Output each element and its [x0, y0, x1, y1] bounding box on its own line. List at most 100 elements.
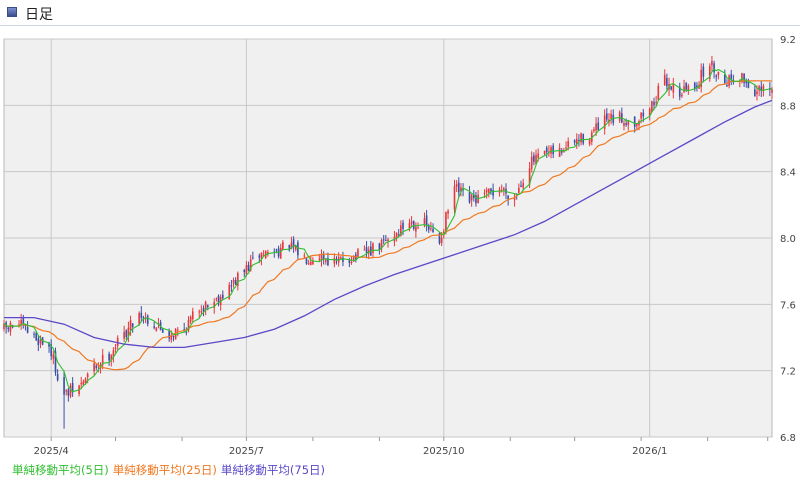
candle-body: [380, 239, 383, 249]
candle-body: [500, 189, 503, 191]
candle-body: [365, 247, 368, 253]
candle-body: [445, 212, 447, 232]
candle-body: [56, 373, 59, 381]
y-tick-label: 9.2: [780, 35, 796, 46]
candle-body: [415, 226, 417, 232]
candle-body: [292, 239, 295, 248]
candle-body: [352, 256, 355, 262]
candle-body: [170, 334, 173, 340]
candle-body: [138, 313, 140, 325]
candle-body: [294, 245, 297, 250]
candle-body: [37, 338, 40, 345]
candle-body: [234, 279, 237, 285]
candle-body: [123, 331, 125, 339]
candle-body: [618, 112, 621, 121]
candle-body: [728, 75, 730, 87]
candle-body: [387, 239, 389, 242]
candle-body: [640, 112, 642, 119]
candle-body: [33, 333, 35, 335]
candle-body: [558, 147, 561, 157]
candle-body: [9, 323, 12, 332]
candle-body: [262, 254, 265, 256]
sma75-line: [4, 99, 773, 349]
y-tick-label: 8.4: [780, 168, 796, 179]
candle-body: [700, 69, 703, 88]
candle-body: [408, 223, 411, 229]
candle-body: [155, 327, 158, 331]
candle-body: [545, 147, 548, 153]
candlestick-chart: 6.8 7.2 7.6 8.0 8.4 8.8 9.2 2025/4 2025/7 2025/10…: [3, 35, 796, 457]
candle-body: [35, 333, 38, 341]
candle-body: [153, 326, 155, 328]
candle-body: [702, 66, 705, 77]
candle-body: [339, 257, 342, 259]
sma5-line: [3, 68, 773, 393]
candle-body: [666, 78, 668, 87]
candle-body: [693, 82, 696, 89]
candle-body: [715, 75, 718, 77]
candle-body: [563, 151, 565, 153]
candle-body: [488, 188, 490, 193]
candle-body: [39, 339, 42, 344]
candle-body: [237, 273, 239, 286]
candle-body: [50, 344, 53, 357]
candle-body: [533, 155, 535, 162]
candle-body: [670, 86, 672, 90]
candle-body: [82, 381, 85, 385]
candle-body: [22, 316, 25, 324]
candle-body: [608, 119, 610, 123]
candle-body: [348, 259, 351, 264]
candle-body: [112, 350, 115, 357]
candle-body: [172, 335, 175, 338]
candle-body: [552, 145, 555, 155]
candle-body: [189, 316, 192, 322]
candle-body: [530, 156, 533, 169]
candle-body: [127, 327, 130, 337]
candle-body: [54, 351, 57, 373]
candle-body: [161, 329, 164, 333]
candle-body: [191, 311, 194, 320]
candle-body: [696, 85, 698, 88]
candle-body: [573, 140, 576, 143]
candle-body: [324, 259, 327, 262]
candle-body: [232, 279, 235, 284]
candle-body: [455, 184, 458, 187]
candle-body: [312, 260, 314, 265]
candle-body: [723, 74, 726, 83]
y-tick-label: 8.0: [780, 234, 796, 245]
candle-body: [610, 113, 612, 119]
candle-body: [322, 254, 325, 260]
candle-body: [282, 242, 284, 250]
candle-body: [217, 295, 220, 304]
candle-body: [460, 187, 462, 192]
x-tick-label: 2025/7: [229, 446, 264, 457]
candle-body: [305, 258, 308, 264]
candle-body: [623, 122, 625, 126]
candle-body: [273, 251, 276, 253]
candle-body: [101, 354, 104, 365]
candle-body: [69, 385, 72, 397]
candle-body: [3, 323, 5, 330]
candle-body: [333, 258, 336, 264]
candle-body: [382, 239, 385, 241]
candle-body: [320, 255, 323, 261]
candle-body: [588, 139, 591, 145]
candle-body: [80, 382, 83, 385]
candle-body: [67, 389, 70, 396]
candle-body: [537, 153, 539, 158]
candle-body: [492, 189, 494, 196]
candle-body: [245, 265, 248, 275]
candle-body: [687, 85, 690, 91]
candle-body: [447, 210, 449, 214]
candle-body: [131, 323, 134, 327]
candle-body: [108, 353, 110, 361]
candle-body: [485, 189, 488, 193]
candle-body: [290, 242, 293, 249]
candle-body: [395, 232, 398, 238]
candle-body: [711, 61, 713, 66]
candle-body: [204, 301, 207, 310]
candle-body: [279, 247, 282, 259]
candle-body: [275, 249, 278, 251]
candle-body: [625, 123, 627, 125]
y-tick-label: 7.2: [780, 367, 796, 378]
